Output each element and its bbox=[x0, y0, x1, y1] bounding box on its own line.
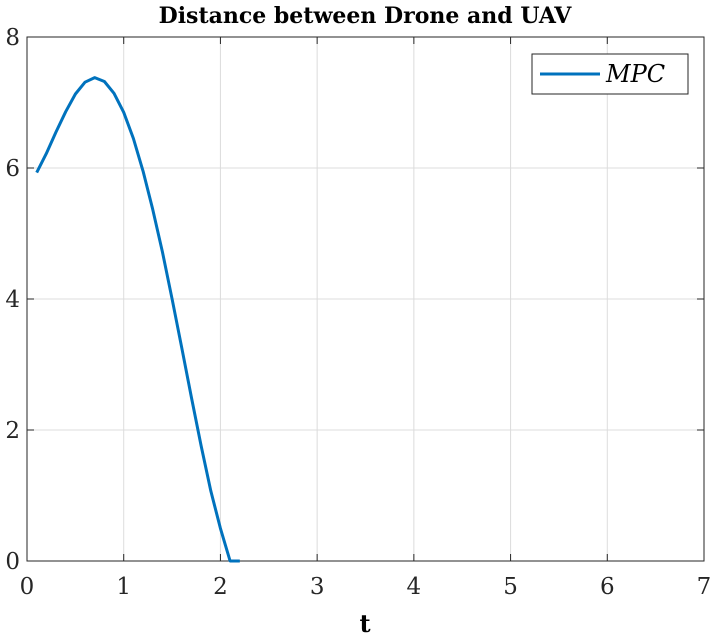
y-tick-label: 0 bbox=[5, 549, 20, 575]
axis-ticks: 0 1 2 3 4 5 6 7 0 2 4 6 8 bbox=[5, 25, 711, 600]
x-tick-label: 2 bbox=[213, 574, 228, 600]
y-tick-label: 8 bbox=[5, 25, 20, 51]
series-line-mpc bbox=[35, 76, 240, 563]
x-tick-label: 7 bbox=[697, 574, 712, 600]
grid bbox=[26, 36, 705, 562]
y-tick-label: 4 bbox=[5, 287, 20, 313]
x-tick-label: 1 bbox=[116, 574, 131, 600]
series-layer bbox=[35, 76, 240, 563]
x-axis-label: t bbox=[359, 609, 370, 636]
x-tick-label: 6 bbox=[600, 574, 615, 600]
legend: MPC bbox=[531, 53, 689, 95]
x-tick-label: 3 bbox=[310, 574, 325, 600]
x-tick-label: 5 bbox=[503, 574, 518, 600]
chart-title: Distance between Drone and UAV bbox=[159, 3, 573, 29]
x-tick-label: 0 bbox=[20, 574, 35, 600]
y-tick-label: 2 bbox=[5, 418, 20, 444]
x-tick-label: 4 bbox=[407, 574, 422, 600]
y-tick-label: 6 bbox=[5, 156, 20, 182]
legend-label-mpc: MPC bbox=[605, 60, 665, 88]
